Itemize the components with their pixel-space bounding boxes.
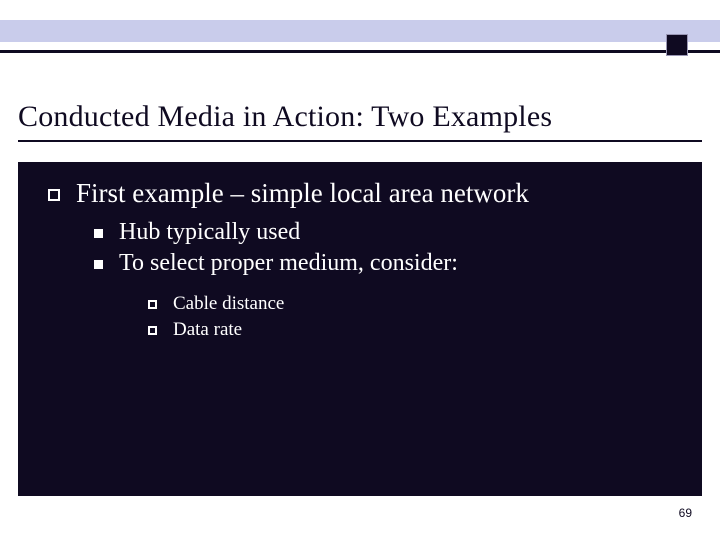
square-bullet-icon bbox=[94, 229, 103, 238]
list-item: Data rate bbox=[148, 319, 682, 341]
bullet-text: Data rate bbox=[173, 319, 242, 341]
bullet-text: Cable distance bbox=[173, 293, 284, 315]
list-item: To select proper medium, consider: bbox=[94, 250, 682, 277]
slide: Conducted Media in Action: Two Examples … bbox=[0, 0, 720, 540]
square-bullet-icon bbox=[48, 189, 60, 201]
header-band-dark bbox=[0, 50, 720, 53]
title-underline bbox=[18, 140, 702, 142]
spacer bbox=[38, 281, 682, 289]
header-square bbox=[666, 34, 688, 56]
header-band-light bbox=[0, 20, 720, 42]
slide-title: Conducted Media in Action: Two Examples bbox=[18, 100, 702, 134]
title-area: Conducted Media in Action: Two Examples bbox=[18, 100, 702, 142]
list-item: First example – simple local area networ… bbox=[48, 178, 682, 209]
bullet-text: To select proper medium, consider: bbox=[119, 250, 458, 277]
slide-body: First example – simple local area networ… bbox=[18, 162, 702, 496]
square-bullet-icon bbox=[148, 300, 157, 309]
list-item: Hub typically used bbox=[94, 219, 682, 246]
bullet-text: Hub typically used bbox=[119, 219, 300, 246]
page-number: 69 bbox=[679, 506, 692, 520]
bullet-text: First example – simple local area networ… bbox=[76, 178, 529, 209]
list-item: Cable distance bbox=[148, 293, 682, 315]
square-bullet-icon bbox=[148, 326, 157, 335]
square-bullet-icon bbox=[94, 260, 103, 269]
